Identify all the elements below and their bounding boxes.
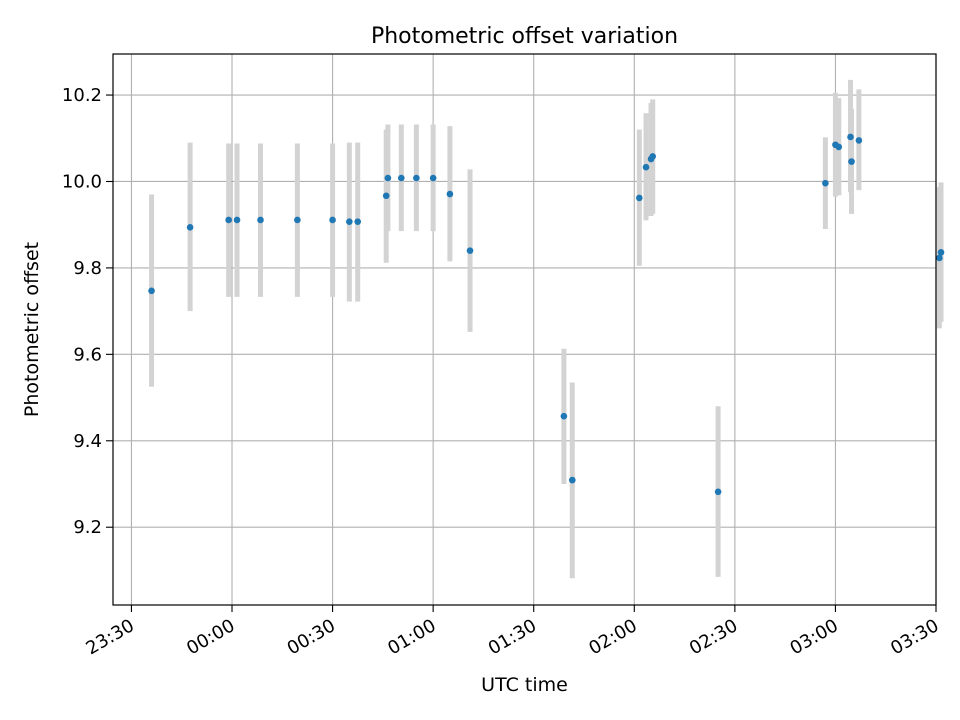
- point-layer: [148, 133, 945, 496]
- data-point: [186, 223, 194, 231]
- y-tick-label: 9.8: [73, 258, 102, 279]
- data-point: [848, 158, 855, 165]
- data-point: [429, 174, 437, 182]
- grid-layer: [113, 54, 937, 605]
- data-point: [937, 249, 945, 256]
- data-point: [233, 216, 241, 224]
- data-point: [649, 153, 657, 160]
- data-point: [642, 163, 650, 171]
- x-axis-label: UTC time: [481, 674, 568, 696]
- y-tick-label: 9.2: [73, 517, 102, 538]
- data-point: [398, 174, 405, 182]
- y-tick-label: 10.2: [62, 85, 102, 106]
- y-tick-label: 10.0: [62, 171, 102, 192]
- data-point: [329, 216, 336, 224]
- chart-title: Photometric offset variation: [371, 24, 678, 49]
- y-tick-label: 9.6: [73, 344, 102, 365]
- data-point: [294, 216, 301, 224]
- data-point: [384, 174, 392, 182]
- data-point: [413, 174, 420, 182]
- data-point: [847, 133, 854, 141]
- data-point: [446, 190, 454, 198]
- data-point: [936, 254, 943, 262]
- data-point: [354, 218, 362, 225]
- data-point: [568, 476, 576, 484]
- data-point: [148, 287, 155, 295]
- data-point: [714, 488, 722, 496]
- data-point: [835, 143, 843, 151]
- data-point: [382, 192, 390, 200]
- data-point: [225, 216, 232, 224]
- data-point: [346, 218, 353, 225]
- data-point: [822, 179, 829, 187]
- y-axis-label: Photometric offset: [21, 242, 43, 417]
- data-point: [560, 412, 568, 420]
- y-axis-ticks: 9.2 9.4 9.6 9.8 10.0 10.2: [62, 85, 113, 538]
- y-tick-label: 9.4: [73, 431, 102, 452]
- plot-frame: [112, 53, 937, 606]
- data-point: [636, 194, 643, 202]
- data-point: [466, 247, 474, 254]
- data-point: [855, 137, 863, 144]
- data-point: [257, 216, 264, 224]
